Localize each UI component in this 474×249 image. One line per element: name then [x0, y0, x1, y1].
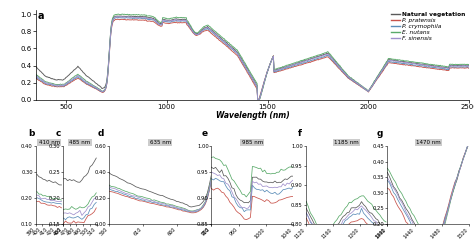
Text: e: e	[201, 129, 208, 138]
Text: f: f	[298, 129, 301, 138]
P. crymophila	[175, 19, 181, 22]
F. sinensis	[181, 19, 187, 22]
E. nutans	[181, 16, 187, 19]
P. pratensis	[455, 66, 460, 69]
Natural vegetation	[255, 98, 261, 101]
Natural vegetation	[339, 68, 345, 71]
P. crymophila	[402, 62, 408, 65]
Text: g: g	[377, 129, 383, 138]
Text: d: d	[98, 129, 104, 138]
Natural vegetation	[181, 18, 187, 21]
E. nutans	[128, 13, 134, 16]
F. sinensis	[118, 15, 124, 18]
Legend: Natural vegetation, P. pratensis, P. crymophila, E. nutans, F. sinensis: Natural vegetation, P. pratensis, P. cry…	[391, 11, 466, 41]
P. pratensis	[114, 18, 120, 21]
Natural vegetation	[115, 14, 121, 17]
P. crymophila	[128, 17, 134, 20]
Line: P. crymophila: P. crymophila	[36, 17, 469, 100]
F. sinensis	[175, 19, 181, 22]
Line: Natural vegetation: Natural vegetation	[36, 16, 469, 100]
P. pratensis	[339, 70, 345, 73]
Title: 410 nm: 410 nm	[38, 140, 60, 145]
P. pratensis	[181, 21, 187, 24]
P. pratensis	[175, 21, 181, 24]
P. crymophila	[33, 75, 38, 78]
Title: 635 nm: 635 nm	[150, 140, 171, 145]
F. sinensis	[339, 68, 345, 71]
E. nutans	[455, 63, 460, 66]
Natural vegetation	[128, 15, 134, 18]
E. nutans	[466, 63, 472, 66]
Text: c: c	[56, 129, 61, 138]
F. sinensis	[402, 61, 408, 64]
Natural vegetation	[466, 64, 472, 67]
P. pratensis	[33, 77, 38, 80]
Title: 1470 nm: 1470 nm	[416, 140, 441, 145]
Line: P. pratensis: P. pratensis	[36, 19, 469, 100]
Title: 485 nm: 485 nm	[69, 140, 91, 145]
E. nutans	[255, 98, 261, 101]
F. sinensis	[466, 64, 472, 67]
Natural vegetation	[402, 60, 408, 63]
E. nutans	[33, 72, 38, 75]
Natural vegetation	[33, 65, 38, 68]
F. sinensis	[455, 65, 460, 68]
P. crymophila	[124, 16, 129, 19]
F. sinensis	[128, 15, 134, 18]
F. sinensis	[33, 74, 38, 77]
Title: 985 nm: 985 nm	[242, 140, 263, 145]
P. crymophila	[455, 65, 460, 68]
Natural vegetation	[175, 18, 181, 21]
Text: b: b	[28, 129, 34, 138]
Natural vegetation	[455, 64, 460, 67]
P. crymophila	[466, 65, 472, 68]
P. pratensis	[466, 67, 472, 70]
E. nutans	[339, 67, 345, 70]
Line: E. nutans: E. nutans	[36, 14, 469, 100]
Title: 1185 nm: 1185 nm	[334, 140, 359, 145]
P. pratensis	[402, 63, 408, 66]
F. sinensis	[255, 98, 261, 101]
P. crymophila	[339, 68, 345, 71]
P. crymophila	[181, 19, 187, 22]
E. nutans	[116, 13, 121, 16]
E. nutans	[175, 16, 181, 19]
X-axis label: Wavelength (nm): Wavelength (nm)	[216, 111, 289, 120]
P. crymophila	[255, 98, 261, 101]
P. pratensis	[128, 18, 134, 21]
Text: a: a	[38, 11, 44, 21]
E. nutans	[402, 59, 408, 62]
P. pratensis	[255, 98, 261, 101]
Line: F. sinensis: F. sinensis	[36, 17, 469, 100]
